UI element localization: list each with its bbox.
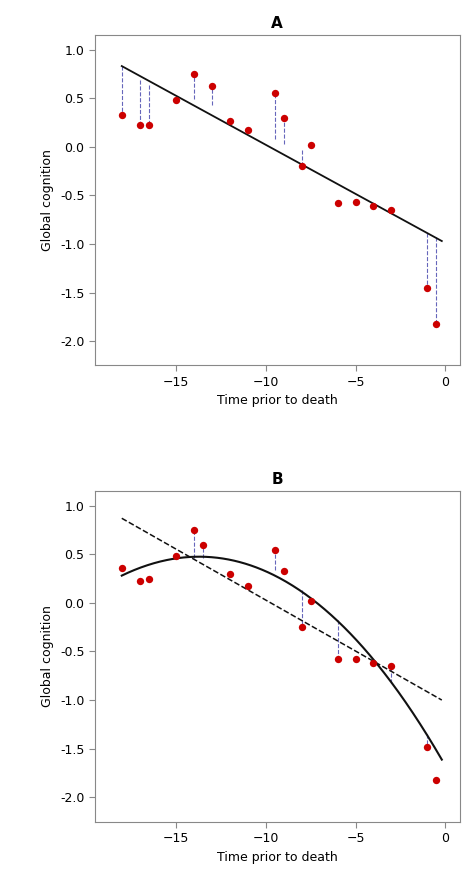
Point: [208, 80, 216, 94]
Point: [388, 659, 395, 673]
Point: [145, 118, 153, 132]
Point: [244, 579, 251, 593]
Point: [118, 561, 126, 575]
Point: [433, 316, 440, 330]
Point: [298, 621, 305, 635]
Point: [190, 523, 198, 537]
Point: [298, 159, 305, 173]
X-axis label: Time prior to death: Time prior to death: [217, 394, 337, 407]
Point: [199, 538, 207, 551]
Point: [388, 203, 395, 217]
Point: [424, 739, 431, 753]
Point: [226, 114, 233, 128]
Title: B: B: [272, 472, 283, 487]
Point: [244, 123, 251, 137]
Point: [370, 199, 377, 213]
Point: [172, 94, 180, 108]
Point: [370, 656, 377, 670]
Point: [433, 773, 440, 787]
Point: [280, 564, 287, 578]
Point: [307, 594, 314, 608]
Point: [172, 549, 180, 563]
Point: [226, 566, 233, 580]
Point: [424, 281, 431, 295]
X-axis label: Time prior to death: Time prior to death: [217, 850, 337, 864]
Title: A: A: [272, 16, 283, 31]
Point: [136, 574, 144, 588]
Point: [271, 544, 278, 558]
Y-axis label: Global cognition: Global cognition: [41, 149, 55, 251]
Point: [145, 572, 153, 586]
Point: [136, 118, 144, 132]
Point: [271, 87, 278, 101]
Point: [307, 138, 314, 152]
Point: [190, 66, 198, 80]
Point: [280, 111, 287, 125]
Y-axis label: Global cognition: Global cognition: [41, 606, 55, 707]
Point: [118, 108, 126, 121]
Point: [352, 652, 359, 666]
Point: [334, 196, 341, 210]
Point: [334, 652, 341, 666]
Point: [352, 195, 359, 209]
